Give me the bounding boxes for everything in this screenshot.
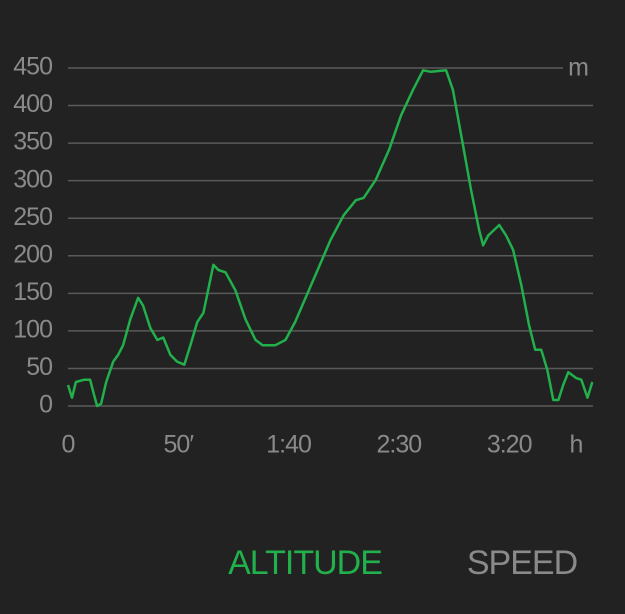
- x-unit: h: [570, 431, 583, 459]
- x-tick-label: 0: [62, 431, 75, 459]
- x-tick-label: 2:30: [377, 431, 422, 459]
- y-tick-label: 400: [13, 90, 52, 118]
- y-tick-label: 50: [26, 353, 52, 381]
- x-tick-label: 50′: [164, 431, 195, 459]
- y-tick-label: 100: [13, 315, 52, 343]
- y-tick-label: 350: [13, 128, 52, 156]
- y-tick-label: 150: [13, 278, 52, 306]
- tab-inactive[interactable]: SPEED: [467, 544, 578, 582]
- x-tick-label: 3:20: [487, 431, 532, 459]
- y-unit: m: [568, 54, 588, 82]
- altitude-line: [66, 69, 594, 408]
- y-tick-label: 250: [13, 203, 52, 231]
- y-tick-label: 200: [13, 240, 52, 268]
- y-tick-label: 0: [39, 391, 52, 419]
- y-tick-label: 300: [13, 165, 52, 193]
- y-tick-label: 450: [13, 53, 52, 81]
- x-tick-label: 1:40: [266, 431, 311, 459]
- tab-active[interactable]: ALTITUDE: [228, 544, 383, 582]
